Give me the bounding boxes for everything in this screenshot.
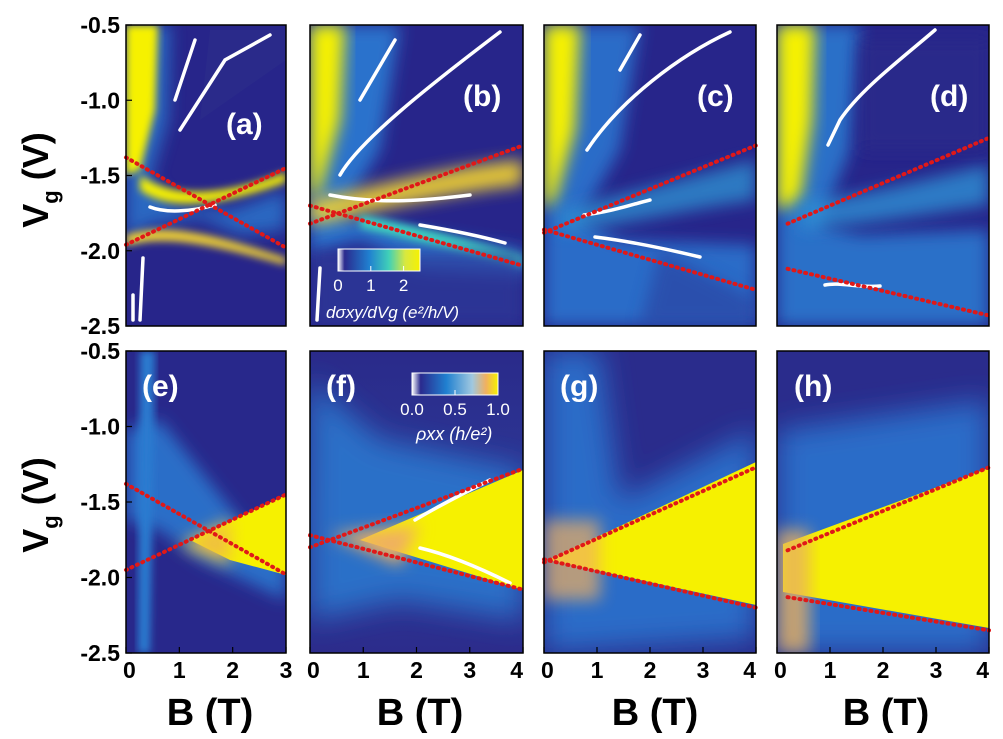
- panel-a-ytick-label-4: -2.5: [80, 313, 120, 339]
- colorbar-top-gradient: [337, 248, 421, 272]
- panel-g-xtick-label-0: 0: [541, 657, 554, 683]
- panel-e-xtick-label-3: 3: [280, 657, 293, 683]
- colorbar-top-ticks: 0 1 2: [333, 266, 408, 295]
- panel-label-d: (d): [930, 80, 968, 113]
- x-axis-title-f: B (T): [377, 692, 464, 734]
- panel-a-ytick-label-1: -1.0: [80, 87, 120, 113]
- panel-e-dotted-line-1: [124, 492, 288, 572]
- panel-g-heatmap: [544, 351, 756, 653]
- panel-g-dotted-line-1: [542, 465, 758, 565]
- panel-c-frame: [543, 24, 757, 327]
- panel-label-b: (b): [463, 80, 501, 113]
- colorbar-bottom: 0.0 0.5 1.0 ρxx (h/e²): [400, 372, 510, 444]
- panel-f-dotted-line-0: [308, 533, 525, 592]
- panel-h-dotted-line-1: [785, 465, 991, 553]
- x-axis-title-h: B (T): [843, 692, 930, 734]
- colorbar-top-tick-label-1: 1: [366, 276, 375, 295]
- panel-g-xtick-label-3: 3: [697, 657, 710, 683]
- colorbar-bottom-label: ρxx (h/e²): [415, 424, 492, 444]
- y-axis-title-bottom: Vg (V): [15, 457, 63, 552]
- panel-label-g: (g): [560, 370, 598, 403]
- x-axis-titles: B (T) B (T) B (T) B (T): [167, 692, 930, 734]
- panel-b-heatmap: [310, 25, 523, 326]
- panel-d-dotted-line-1: [785, 135, 991, 226]
- y-axis-title-top: Vg (V): [15, 132, 63, 227]
- panel-f-xtick-label-0: 0: [307, 657, 320, 683]
- panel-frames-layer: -0.5-1.0-1.5-2.0-2.5-0.5-1.0-1.5-2.0-2.5…: [80, 12, 990, 683]
- panel-h-xtick-label-3: 3: [930, 657, 943, 683]
- panel-h-xtick-label-1: 1: [824, 657, 837, 683]
- colorbar-top: 0 1 2 dσxy/dVg (e²/h/V): [326, 248, 459, 322]
- panel-label-e: (e): [142, 370, 179, 403]
- panel-g-xtick-label-4: 4: [743, 657, 756, 683]
- panel-f-dotted-line-1: [308, 466, 525, 550]
- panel-f-xtick-label-1: 1: [357, 657, 370, 683]
- panel-a-heatmap: [126, 25, 286, 326]
- panel-b-dotted-line-0: [308, 203, 525, 268]
- panel-e-ytick-label-3: -2.0: [80, 565, 120, 591]
- panel-f-heatmap: [310, 351, 523, 653]
- panel-d-heatmap: [777, 25, 989, 326]
- panel-e-ytick-label-1: -1.0: [80, 414, 120, 440]
- panel-g-xtick-label-2: 2: [644, 657, 657, 683]
- colorbar-bottom-tick-label-2: 1.0: [486, 400, 510, 419]
- x-axis-title-e: B (T): [167, 692, 254, 734]
- panel-f-xtick-label-3: 3: [463, 657, 476, 683]
- panel-e-ytick-label-2: -1.5: [80, 489, 120, 515]
- colorbar-top-tick-label-0: 0: [333, 276, 342, 295]
- panel-f-xtick-label-2: 2: [410, 657, 423, 683]
- panel-e-heatmap: [126, 351, 286, 653]
- panel-labels: (a) (b) (c) (d) (e) (f) (g) (h): [142, 80, 968, 403]
- dotted-lines-layer: [124, 135, 991, 633]
- panel-e-xtick-label-2: 2: [226, 657, 239, 683]
- colorbar-bottom-ticks: 0.0 0.5 1.0: [400, 390, 510, 419]
- svg-text:Vg (V): Vg (V): [15, 132, 63, 227]
- colorbar-bottom-tick-label-1: 0.5: [443, 400, 467, 419]
- colorbar-bottom-tick-label-0: 0.0: [400, 400, 424, 419]
- colorbar-top-tick-label-2: 2: [399, 276, 408, 295]
- panel-h-xtick-label-4: 4: [976, 657, 989, 683]
- panel-e-ytick-label-4: -2.5: [80, 640, 120, 666]
- panel-a-ytick-label-0: -0.5: [80, 12, 120, 38]
- panel-h-xtick-label-2: 2: [877, 657, 890, 683]
- panel-label-c: (c): [697, 80, 734, 113]
- panel-h-xtick-label-0: 0: [774, 657, 787, 683]
- panel-f-xtick-label-4: 4: [510, 657, 523, 683]
- panel-e-ytick-label-0: -0.5: [80, 338, 120, 364]
- panel-g-dotted-line-0: [542, 557, 758, 610]
- panel-h-dotted-line-0: [785, 595, 991, 633]
- svg-text:Vg (V): Vg (V): [15, 457, 63, 552]
- panel-d-frame: [776, 24, 990, 327]
- panel-e-xtick-label-0: 0: [123, 657, 136, 683]
- panel-a-ytick-label-3: -2.0: [80, 238, 120, 264]
- panel-a-dotted-line-0: [124, 155, 288, 250]
- panel-b-frame: [309, 24, 524, 327]
- panel-e-xtick-label-1: 1: [173, 657, 186, 683]
- panel-c-heatmap: [544, 25, 756, 326]
- panel-b-dotted-line-1: [308, 143, 525, 226]
- panel-c-dotted-line-1: [542, 143, 758, 235]
- panel-g-xtick-label-1: 1: [591, 657, 604, 683]
- panel-a-dotted-line-1: [124, 165, 288, 247]
- panel-a-ytick-label-2: -1.5: [80, 163, 120, 189]
- panel-label-f: (f): [326, 370, 356, 403]
- panel-label-h: (h): [794, 370, 832, 403]
- panel-c-dotted-line-0: [542, 227, 758, 292]
- panel-d-dotted-line-0: [785, 266, 991, 318]
- colorbar-top-label: dσxy/dVg (e²/h/V): [326, 303, 459, 322]
- panel-label-a: (a): [226, 108, 263, 141]
- x-axis-title-g: B (T): [612, 692, 699, 734]
- panel-e-dotted-line-0: [124, 481, 288, 577]
